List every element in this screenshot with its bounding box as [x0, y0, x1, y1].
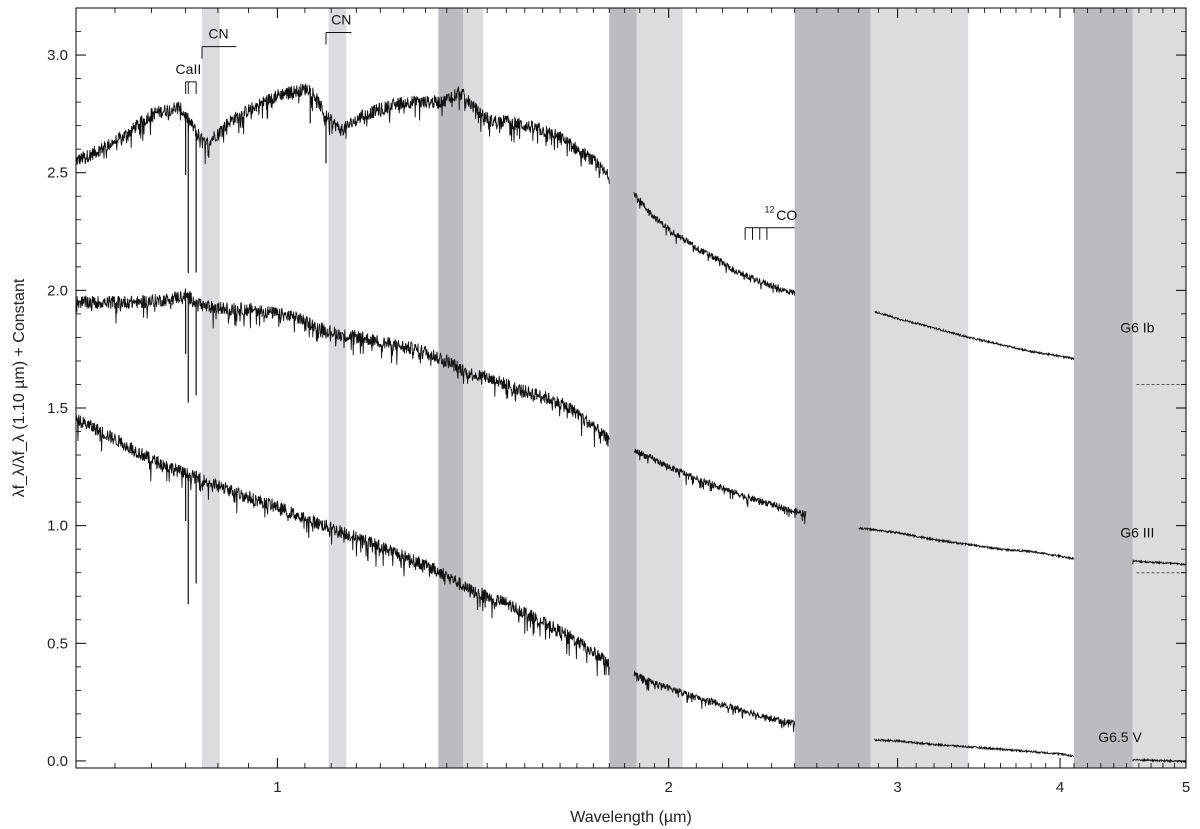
line-label-cn: CN [208, 26, 228, 42]
telluric-band [794, 8, 871, 768]
spectrum-segment [633, 191, 796, 296]
x-axis-title: Wavelength (µm) [570, 809, 692, 826]
line-label-cn: CN [331, 11, 351, 27]
spectrum-segment [75, 83, 610, 184]
telluric-bands [201, 8, 1186, 768]
y-tick-label: 3.0 [47, 47, 68, 64]
telluric-band [328, 8, 347, 768]
series-label-g6-iii: G6 III [1120, 524, 1154, 540]
spectra-series [75, 83, 1187, 764]
y-tick-label: 2.0 [47, 282, 68, 299]
plot-frame [75, 7, 1187, 769]
series-g6-ib [75, 83, 1075, 361]
y-tick-label: 0.5 [47, 635, 68, 652]
spectrum-segment [75, 287, 610, 448]
telluric-band [201, 8, 220, 768]
series-label-g6-ib: G6 Ib [1120, 320, 1154, 336]
spectrum-segment [633, 448, 807, 525]
line-label-co: CO [776, 207, 797, 223]
telluric-band [870, 8, 969, 768]
spectrum-segment [633, 669, 796, 732]
telluric-band [1132, 8, 1186, 768]
x-tick-label: 1 [273, 779, 281, 796]
telluric-band [636, 8, 683, 768]
telluric-band [463, 8, 484, 768]
y-tick-label: 0.0 [47, 753, 68, 770]
series-g6-5-v [75, 414, 1187, 764]
x-tick-label: 5 [1182, 779, 1190, 796]
co-isotope-superscript: 12 [765, 205, 775, 215]
y-axis-title: λf_λ/λf_λ (1.10 µm) + Constant [11, 278, 28, 497]
spectrum-segment [874, 738, 1074, 758]
telluric-band [438, 8, 464, 768]
spectrum-segment [75, 414, 610, 677]
x-tick-label: 4 [1056, 779, 1064, 796]
y-tick-label: 2.5 [47, 165, 68, 182]
axes: 1 2 3 4 50.00.51.01.52.02.53.0 [47, 8, 1190, 796]
line-label-caii: CaII [176, 61, 202, 77]
spectrum-segment [1132, 558, 1187, 567]
series-label-g6-5-v: G6.5 V [1098, 729, 1142, 745]
annotations: CaII CN CN 12 CO G6 Ib G6 III G6.5 V [176, 11, 1186, 745]
series-g6-iii [75, 287, 1187, 567]
y-tick-label: 1.5 [47, 400, 68, 417]
x-tick-label: 2 [665, 779, 673, 796]
telluric-band [1073, 8, 1133, 768]
x-tick-label: 3 [893, 779, 901, 796]
spectrum-segment [858, 526, 1075, 561]
y-tick-label: 1.0 [47, 518, 68, 535]
telluric-band [609, 8, 637, 768]
spectrum-segment [874, 310, 1075, 361]
